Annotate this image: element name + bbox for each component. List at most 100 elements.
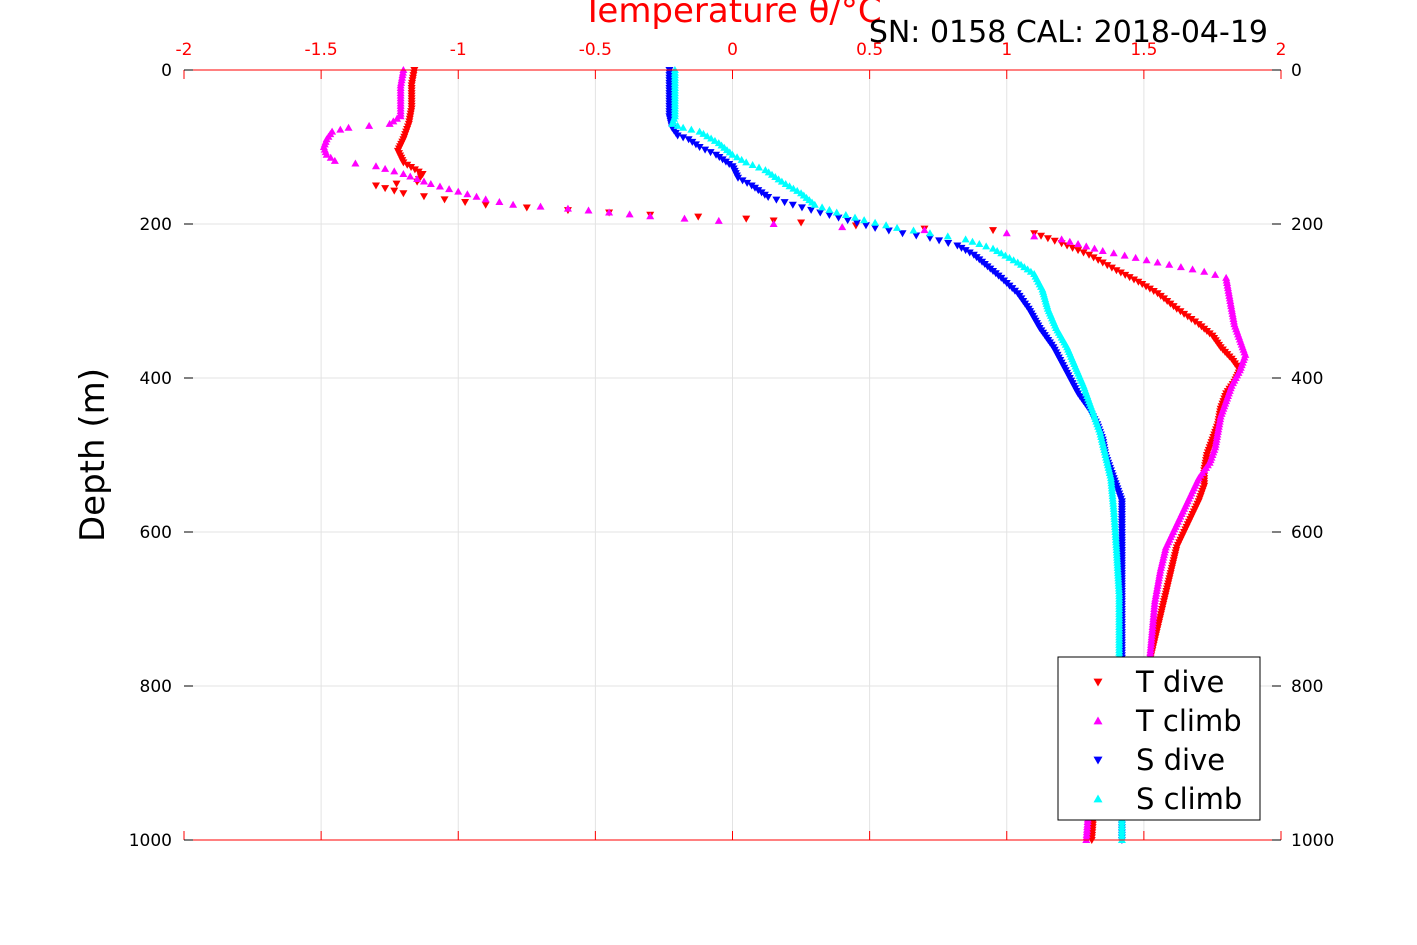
data-point (326, 153, 335, 161)
data-point (680, 214, 689, 222)
data-point (1176, 308, 1185, 316)
data-point (789, 184, 798, 192)
data-point (365, 121, 374, 129)
data-point (703, 132, 712, 140)
data-point (1002, 229, 1011, 237)
data-point (965, 249, 974, 257)
data-point (390, 187, 399, 195)
data-point (850, 213, 859, 221)
data-point (605, 208, 614, 216)
data-point (944, 239, 953, 247)
legend-marker (1093, 794, 1103, 803)
data-point (1165, 260, 1174, 268)
data-point (710, 136, 719, 144)
data-point (852, 219, 861, 227)
y-tick-label-right: 600 (1291, 523, 1323, 543)
data-point (1120, 251, 1129, 259)
data-point (925, 234, 934, 242)
x-tick-label: 1 (1001, 40, 1012, 60)
data-point (834, 214, 843, 222)
data-point (684, 136, 693, 144)
data-point (793, 186, 802, 194)
legend-label: T dive (1135, 665, 1224, 699)
data-point (385, 119, 394, 127)
data-point (743, 179, 752, 187)
data-point (646, 212, 655, 220)
data-point (961, 247, 970, 255)
legend-marker (1093, 716, 1103, 725)
data-point (764, 194, 773, 202)
data-point (861, 222, 870, 230)
data-point (403, 161, 412, 169)
data-point (825, 205, 834, 213)
data-point (925, 229, 934, 237)
data-point (445, 185, 454, 193)
data-point (393, 114, 402, 122)
data-point (472, 192, 481, 200)
data-point (728, 150, 737, 158)
data-point (1172, 305, 1181, 313)
data-point (788, 201, 797, 209)
data-point (769, 220, 778, 227)
x-tick-label: -2 (176, 40, 193, 60)
x-tick-label: 1.5 (1130, 40, 1157, 60)
legend-label: S climb (1136, 782, 1242, 816)
y-tick-label-right: 800 (1291, 677, 1323, 697)
data-point (463, 190, 472, 198)
data-point (838, 223, 847, 231)
data-point (997, 249, 1006, 257)
data-point (1145, 285, 1154, 293)
data-point (1098, 259, 1107, 267)
data-point (1057, 235, 1066, 243)
data-point (982, 242, 991, 250)
data-point (738, 177, 747, 185)
legend-box (1057, 656, 1261, 821)
legend: T dive T climb S dive S climb (1057, 656, 1261, 821)
data-point (1001, 251, 1010, 259)
data-point (1043, 235, 1052, 243)
data-point (1134, 278, 1143, 286)
data-point (563, 204, 572, 212)
x-tick-label: 0 (727, 40, 738, 60)
data-point (884, 227, 893, 235)
y-tick-label-right: 400 (1291, 369, 1323, 389)
data-point (818, 203, 827, 211)
data-point (414, 168, 423, 176)
data-point (399, 169, 408, 177)
data-point (920, 226, 929, 234)
data-point (396, 112, 405, 120)
data-point (742, 215, 751, 223)
data-point (699, 129, 708, 137)
data-point (797, 219, 806, 227)
data-point (481, 195, 490, 203)
data-point (957, 244, 966, 252)
data-point (1188, 265, 1197, 273)
data-point (807, 206, 816, 214)
data-point (481, 201, 490, 209)
y-tick-label-left: 1000 (129, 831, 172, 851)
data-point (584, 206, 593, 214)
data-point (1142, 256, 1151, 264)
data-point (1149, 287, 1158, 295)
data-point (1074, 247, 1083, 255)
data-point (1153, 258, 1162, 266)
data-point (706, 149, 715, 157)
data-point (832, 208, 841, 216)
data-point (668, 119, 677, 127)
data-point (392, 180, 401, 188)
y-axis-title: Depth (m) (73, 368, 113, 542)
data-point (695, 144, 704, 151)
data-point (336, 125, 345, 133)
data-point (1138, 281, 1147, 289)
data-point (1074, 240, 1083, 248)
data-point (810, 200, 819, 208)
data-point (679, 123, 688, 131)
data-point (399, 159, 408, 167)
data-point (625, 210, 634, 218)
data-point (399, 190, 408, 198)
x-axis-title: Temperature θ/°C (581, 0, 881, 31)
data-point (330, 156, 339, 164)
data-point (440, 196, 449, 204)
data-point (871, 224, 880, 232)
